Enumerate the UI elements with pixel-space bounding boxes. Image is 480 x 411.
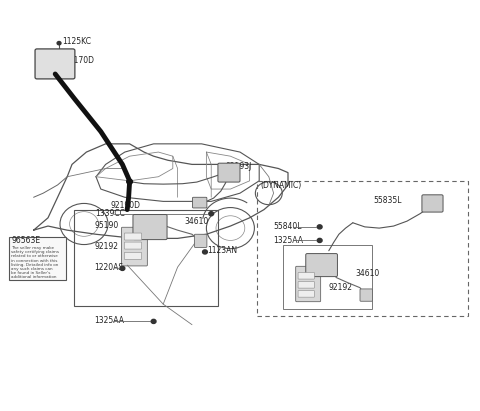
Text: 95190: 95190 [94,221,119,230]
FancyBboxPatch shape [124,242,142,249]
Text: 92170D: 92170D [65,56,95,65]
FancyBboxPatch shape [306,254,337,277]
Bar [9,237,66,280]
Circle shape [57,42,61,45]
Text: be found in Seller's: be found in Seller's [11,271,50,275]
Circle shape [209,212,214,216]
Text: 34610: 34610 [355,269,380,278]
Text: 1325AA: 1325AA [94,316,124,325]
FancyBboxPatch shape [298,272,314,279]
FancyBboxPatch shape [298,291,314,297]
Bar [257,181,468,316]
Text: The seller may make: The seller may make [11,246,54,250]
Text: 1325AA: 1325AA [274,236,303,245]
Text: 96563E: 96563E [12,236,41,245]
FancyBboxPatch shape [218,163,240,182]
FancyBboxPatch shape [192,197,207,208]
Text: listing. Detailed info on: listing. Detailed info on [11,263,59,267]
Text: 1125KC: 1125KC [62,37,91,46]
Text: 92190D: 92190D [110,201,140,210]
Circle shape [317,225,322,229]
Circle shape [151,319,156,323]
FancyBboxPatch shape [296,266,321,302]
Text: (DYNAMIC): (DYNAMIC) [261,181,302,190]
Bar [283,245,372,309]
Text: 55840L: 55840L [274,222,302,231]
Text: 92192: 92192 [94,242,118,251]
FancyBboxPatch shape [124,233,142,240]
Circle shape [203,250,207,254]
Text: 1123AN: 1123AN [207,246,238,255]
Text: 1220AS: 1220AS [94,263,123,272]
FancyBboxPatch shape [124,252,142,259]
Circle shape [317,238,322,242]
Text: 92193J: 92193J [226,162,252,171]
Text: related to or otherwise: related to or otherwise [11,254,58,259]
FancyBboxPatch shape [35,49,75,79]
Text: 1339CC: 1339CC [95,209,125,218]
Circle shape [120,266,125,270]
Text: safety certifying claims: safety certifying claims [11,250,59,254]
Text: additional information: additional information [11,275,57,279]
Text: 55835L: 55835L [373,196,402,205]
FancyBboxPatch shape [121,227,147,266]
FancyBboxPatch shape [133,215,167,240]
FancyBboxPatch shape [360,289,372,301]
FancyBboxPatch shape [194,234,207,247]
Text: any such claims can: any such claims can [11,267,53,271]
Text: 92192: 92192 [329,283,353,292]
Text: 34610: 34610 [185,217,209,226]
Bar [74,210,218,306]
Text: in connection with this: in connection with this [11,259,58,263]
FancyBboxPatch shape [298,282,314,288]
FancyBboxPatch shape [422,195,443,212]
Circle shape [127,179,132,184]
